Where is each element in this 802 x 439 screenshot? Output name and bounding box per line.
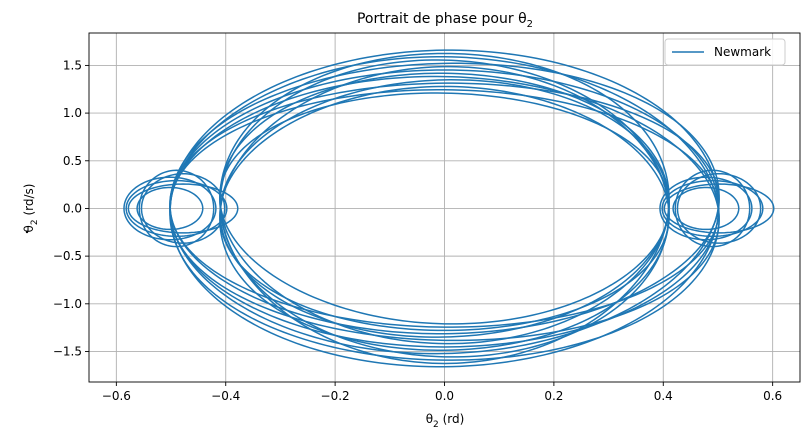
x-tick-label: 0.0 [435, 389, 454, 403]
side-loop-curve [672, 186, 740, 231]
orbit-curve [219, 52, 670, 365]
x-tick-label: 0.2 [544, 389, 563, 403]
side-loop-curve [127, 183, 239, 234]
y-tick-label: 0.5 [63, 154, 82, 168]
y-tick-label: 1.0 [63, 106, 82, 120]
x-tick-label: −0.4 [211, 389, 240, 403]
side-loop-curve [663, 183, 775, 234]
orbit-curve [169, 49, 720, 368]
y-tick-label: 0.0 [63, 201, 82, 215]
y-tick-label: 1.5 [63, 58, 82, 72]
x-axis-label: θ2 (rd) [426, 412, 465, 430]
x-tick-label: 0.4 [654, 389, 673, 403]
side-loop-curve [123, 176, 217, 241]
side-loop-curve [140, 172, 226, 244]
x-tick-label: 0.6 [763, 389, 782, 403]
grid [89, 33, 800, 382]
series-newmark [123, 49, 775, 368]
svg-text:θ2 (rd/s): θ2 (rd/s) [22, 184, 40, 233]
x-axis-ticks: −0.6 −0.4 −0.2 0.0 0.2 0.4 0.6 [102, 382, 782, 403]
y-tick-label: −0.5 [53, 249, 82, 263]
y-axis-ticks: −1.5 −1.0 −0.5 0.0 0.5 1.0 1.5 [53, 58, 89, 358]
legend: Newmark [664, 38, 786, 66]
side-loop-curve [125, 179, 228, 238]
chart-title: Portrait de phase pour θ2 [357, 11, 533, 30]
y-tick-label: −1.0 [53, 297, 82, 311]
side-loop-curve [661, 179, 764, 238]
side-loop-curve [676, 172, 762, 244]
legend-box [664, 38, 786, 66]
y-axis-label-dot [25, 230, 29, 234]
legend-label-newmark: Newmark [714, 45, 771, 59]
side-loop-curve [659, 176, 753, 241]
y-axis-label: θ2 (rd/s) [22, 184, 40, 234]
x-tick-label: −0.2 [321, 389, 350, 403]
x-tick-label: −0.6 [102, 389, 131, 403]
side-loop-curve [136, 186, 204, 231]
y-axis-label-symbol: θ [22, 225, 36, 232]
y-tick-label: −1.5 [53, 344, 82, 358]
